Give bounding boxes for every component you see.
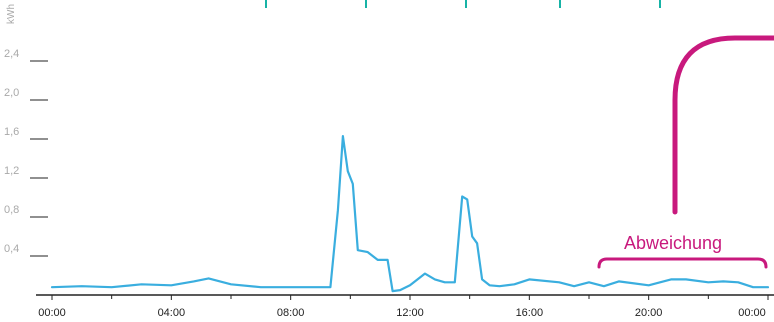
x-tick-label: 16:00 — [516, 307, 544, 319]
y-axis: 0,4 0,8 1,2 1,6 2,0 2,4 — [4, 48, 48, 257]
y-axis-unit: kWh — [6, 4, 17, 24]
deviation-callout-line — [672, 35, 774, 215]
y-tick-label: 0,8 — [4, 204, 19, 216]
y-tick-label: 2,0 — [4, 87, 19, 99]
y-tick-label: 1,6 — [4, 126, 19, 138]
y-tick-label: 0,4 — [4, 243, 19, 255]
x-tick-label: 20:00 — [635, 307, 663, 319]
x-tick-label: 04:00 — [158, 307, 186, 319]
top-decoration — [265, 0, 661, 8]
x-axis: 00:00 04:00 08:00 12:00 16:00 20:00 00:00 — [38, 295, 769, 319]
deviation-annotation: Abweichung — [597, 35, 774, 269]
deviation-bracket — [597, 257, 768, 269]
y-tick-label: 2,4 — [4, 48, 19, 60]
x-tick-label: 00:00 — [38, 307, 66, 319]
y-tick-label: 1,2 — [4, 165, 19, 177]
x-tick-label: 12:00 — [396, 307, 424, 319]
consumption-line — [50, 135, 770, 293]
deviation-label: Abweichung — [624, 233, 722, 253]
x-tick-label: 00:00 — [738, 307, 766, 319]
x-tick-label: 08:00 — [277, 307, 305, 319]
